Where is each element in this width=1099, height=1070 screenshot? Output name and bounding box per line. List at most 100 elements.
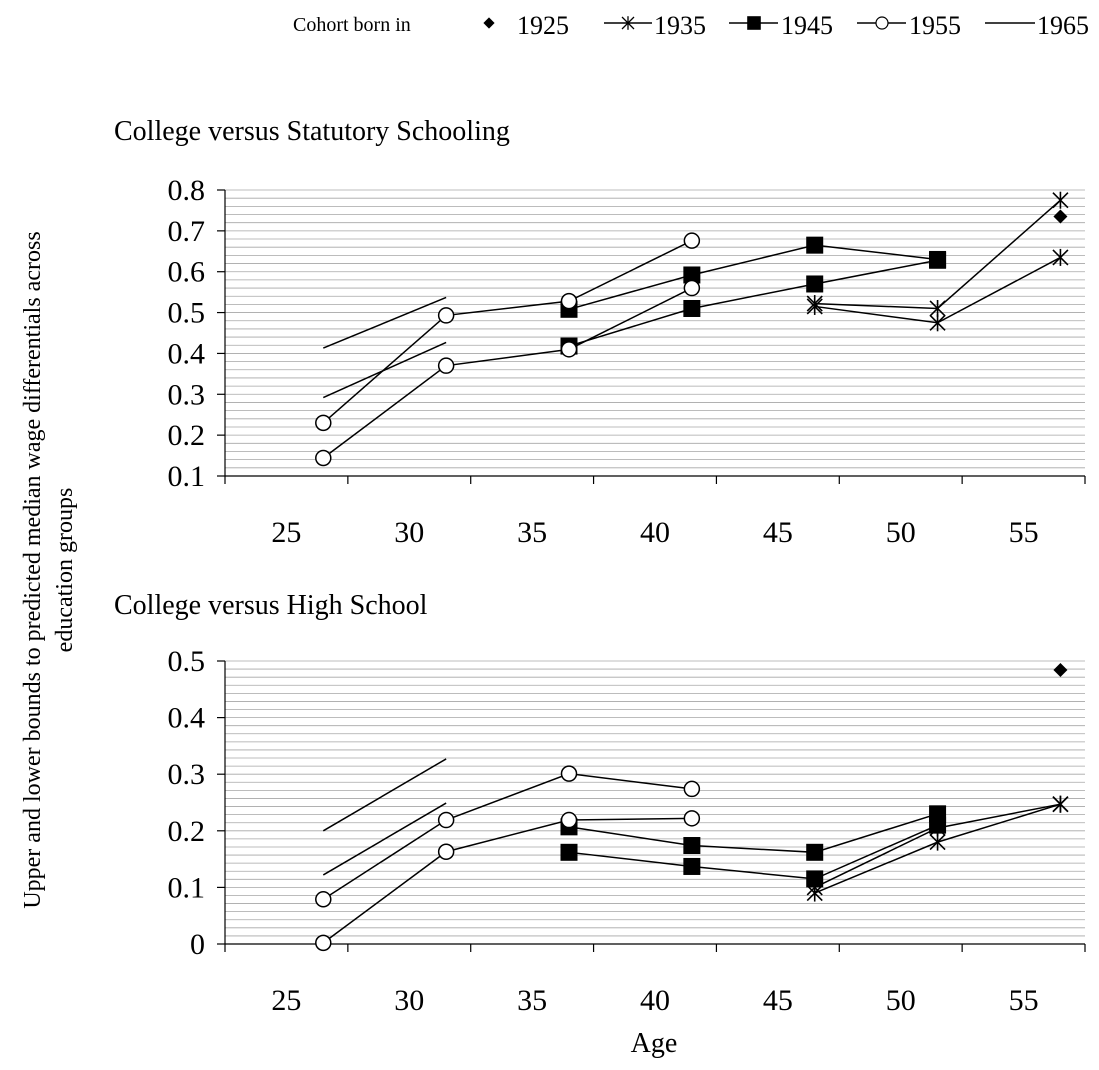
- y-tick-label: 0.1: [168, 871, 206, 904]
- legend-marker-1945: [747, 16, 761, 30]
- legend-item-1945: 1945: [729, 11, 833, 40]
- legend: Cohort born in 1925 1935 1945 1955 1965: [293, 11, 1089, 40]
- series-line: [568, 824, 938, 880]
- legend-marker-1955: [875, 16, 889, 30]
- x-tick-label: 45: [763, 516, 793, 549]
- series-1935-upper: [806, 191, 1069, 317]
- x-tick-label: 50: [886, 516, 916, 549]
- series-1925-upper: [1053, 209, 1068, 224]
- y-tick-label: 0.2: [168, 815, 206, 848]
- series-line: [568, 259, 938, 347]
- data-point: [683, 279, 701, 297]
- data-point: [929, 833, 946, 851]
- legend-label-1945: 1945: [781, 11, 833, 40]
- panel-title: College versus High School: [114, 590, 428, 621]
- data-point: [929, 314, 946, 332]
- series-line: [322, 802, 447, 876]
- data-point: [560, 765, 578, 782]
- legend-item-1925: 1925: [483, 11, 569, 40]
- data-point: [683, 810, 701, 827]
- gridlines: [225, 189, 1085, 469]
- series-line: [322, 287, 693, 459]
- series-line: [322, 239, 693, 424]
- panel-high-school: College versus High School 0 0.1 0.2 0.3 0.4 0…: [114, 590, 1086, 1017]
- y-tick-label: 0.8: [168, 174, 206, 207]
- data-point: [806, 275, 824, 293]
- legend-item-1965: 1965: [985, 11, 1089, 40]
- data-point: [315, 891, 332, 908]
- data-point: [437, 811, 455, 829]
- series-1965-lower: [322, 341, 447, 399]
- x-tick-label: 25: [271, 984, 301, 1017]
- y-tick-label: 0.5: [168, 645, 206, 678]
- y-tick-label: 0.2: [168, 419, 206, 452]
- x-tick-label: 45: [763, 984, 793, 1017]
- y-tick-label: 0: [190, 928, 205, 961]
- series-1955-lower: [315, 279, 701, 467]
- x-tick-label: 55: [1009, 984, 1039, 1017]
- data-point: [560, 811, 578, 829]
- x-tick-label: 30: [394, 516, 424, 549]
- series-1965-upper: [322, 296, 447, 349]
- series-1945-lower: [560, 251, 947, 355]
- data-point: [1052, 248, 1069, 266]
- series-line: [322, 296, 447, 349]
- series-1955-lower: [315, 810, 701, 952]
- data-point: [683, 232, 701, 249]
- data-point: [806, 843, 824, 861]
- y-tick-label: 0.4: [168, 337, 206, 370]
- x-tick-label: 55: [1009, 516, 1039, 549]
- series-line: [322, 341, 447, 399]
- legend-marker-1925: [483, 17, 495, 29]
- legend-item-1955: 1955: [857, 11, 961, 40]
- legend-marker-1935: [621, 16, 635, 30]
- x-tick-label: 50: [886, 984, 916, 1017]
- panel-title: College versus Statutory Schooling: [114, 116, 510, 147]
- x-tick-label: 35: [517, 516, 547, 549]
- series-1955-upper: [315, 765, 701, 908]
- data-point: [683, 780, 701, 798]
- series-1925-upper: [1053, 663, 1068, 678]
- series-1945-lower: [560, 816, 947, 888]
- series-1965-upper: [322, 758, 447, 832]
- y-tick-label: 0.4: [168, 702, 206, 735]
- data-point: [806, 297, 823, 315]
- series-1935-lower: [806, 248, 1069, 332]
- data-point: [315, 449, 332, 467]
- y-axis-label-line2: education groups: [52, 488, 78, 653]
- legend-label-1935: 1935: [654, 11, 706, 40]
- y-tick-label: 0.7: [168, 215, 206, 248]
- panel-statutory: College versus Statutory Schooling 0.1 0.2…: [114, 116, 1086, 549]
- series-line: [322, 758, 447, 832]
- data-point: [1053, 209, 1068, 224]
- series-1965-lower: [322, 802, 447, 876]
- data-point: [806, 236, 824, 254]
- data-point: [560, 341, 578, 358]
- gridlines: [225, 660, 1085, 937]
- data-point: [683, 837, 701, 855]
- series-line: [568, 813, 938, 854]
- x-tick-label: 40: [640, 516, 670, 549]
- data-point: [560, 292, 578, 310]
- y-axis-label-line1: Upper and lower bounds to predicted medi…: [20, 231, 46, 908]
- legend-label-1925: 1925: [517, 11, 569, 40]
- x-tick-label: 25: [271, 516, 301, 549]
- y-tick-label: 0.3: [168, 378, 206, 411]
- data-point: [437, 307, 455, 324]
- x-axis-title: Age: [631, 1028, 678, 1059]
- data-point: [560, 843, 578, 861]
- data-point: [683, 299, 701, 317]
- data-point: [683, 857, 701, 875]
- legend-item-1935: 1935: [604, 11, 706, 40]
- x-tick-label: 30: [394, 984, 424, 1017]
- legend-label-1955: 1955: [909, 11, 961, 40]
- legend-title: Cohort born in: [293, 14, 411, 36]
- y-tick-label: 0.6: [168, 256, 206, 289]
- data-point: [1052, 191, 1069, 209]
- data-point: [929, 299, 946, 317]
- data-point: [437, 843, 455, 860]
- x-tick-label: 35: [517, 984, 547, 1017]
- data-point: [315, 934, 332, 952]
- series-1955-upper: [315, 232, 701, 432]
- x-tick-label: 40: [640, 984, 670, 1017]
